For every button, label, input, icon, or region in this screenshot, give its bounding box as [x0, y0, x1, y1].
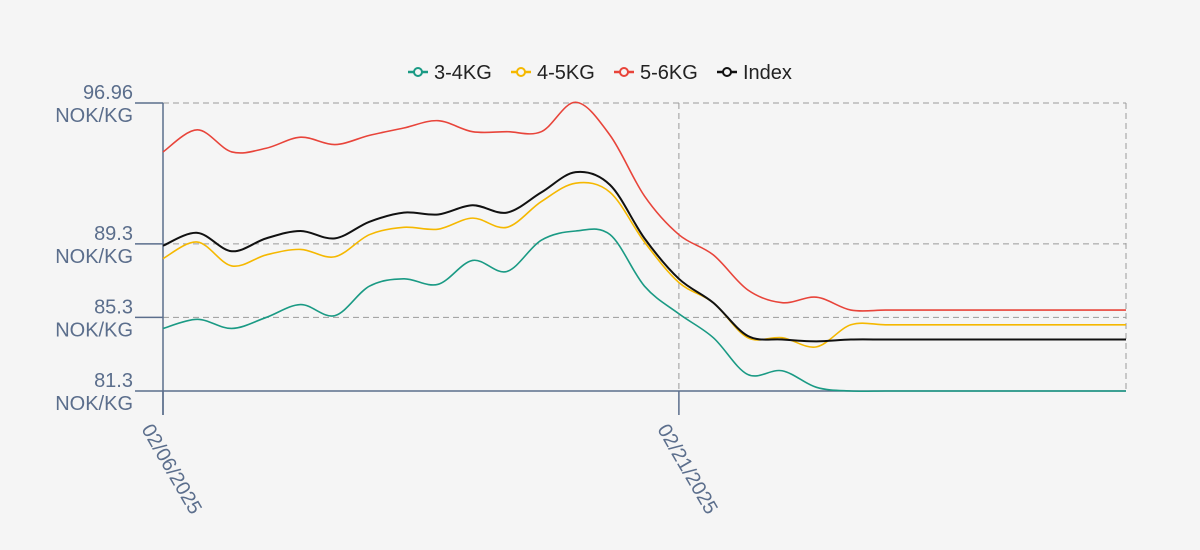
y-tick-label-line: 96.96: [83, 82, 133, 104]
series-lines: [162, 101, 1126, 393]
legend-swatch-marker: [619, 67, 629, 77]
y-tick-label: 96.96 NOK/KG: [55, 82, 133, 127]
y-tick-label-line: NOK/KG: [55, 393, 133, 415]
x-tick-label: 02/21/2025: [653, 421, 722, 519]
legend-swatch-marker: [413, 67, 423, 77]
legend-label: 4-5KG: [537, 62, 595, 84]
legend-label: 3-4KG: [434, 62, 492, 84]
series-line-3-4kg: [162, 228, 1126, 393]
grid-lines: [163, 102, 1127, 391]
legend-item-index[interactable]: Index: [717, 62, 792, 84]
legend-item-4-5kg[interactable]: 4-5KG: [511, 62, 595, 84]
y-tick-label-line: NOK/KG: [55, 319, 133, 341]
y-tick-label: 81.3 NOK/KG: [55, 370, 133, 415]
y-tick-label: 89.3 NOK/KG: [55, 223, 133, 268]
legend-swatch-marker: [722, 67, 732, 77]
series-line-4-5kg: [162, 181, 1126, 348]
y-tick-label-line: NOK/KG: [55, 105, 133, 127]
legend-item-5-6kg[interactable]: 5-6KG: [614, 62, 698, 84]
legend-label: 5-6KG: [640, 62, 698, 84]
legend-item-3-4kg[interactable]: 3-4KG: [408, 62, 492, 84]
y-tick-label-line: 85.3: [94, 296, 133, 318]
series-line-index: [162, 170, 1126, 343]
series-line-5-6kg: [162, 101, 1126, 312]
legend-swatch-marker: [516, 67, 526, 77]
y-tick-label-line: NOK/KG: [55, 246, 133, 268]
x-axis-ticks: 02/06/2025 02/21/2025: [137, 391, 722, 518]
y-tick-label-line: 81.3: [94, 370, 133, 392]
axes: [162, 103, 1126, 415]
x-tick-label: 02/06/2025: [137, 421, 206, 519]
legend-label: Index: [743, 62, 792, 84]
y-tick-label: 85.3 NOK/KG: [55, 296, 133, 341]
y-tick-label-line: 89.3: [94, 223, 133, 245]
legend[interactable]: 3-4KG 4-5KG 5-6KG Index: [408, 62, 792, 84]
